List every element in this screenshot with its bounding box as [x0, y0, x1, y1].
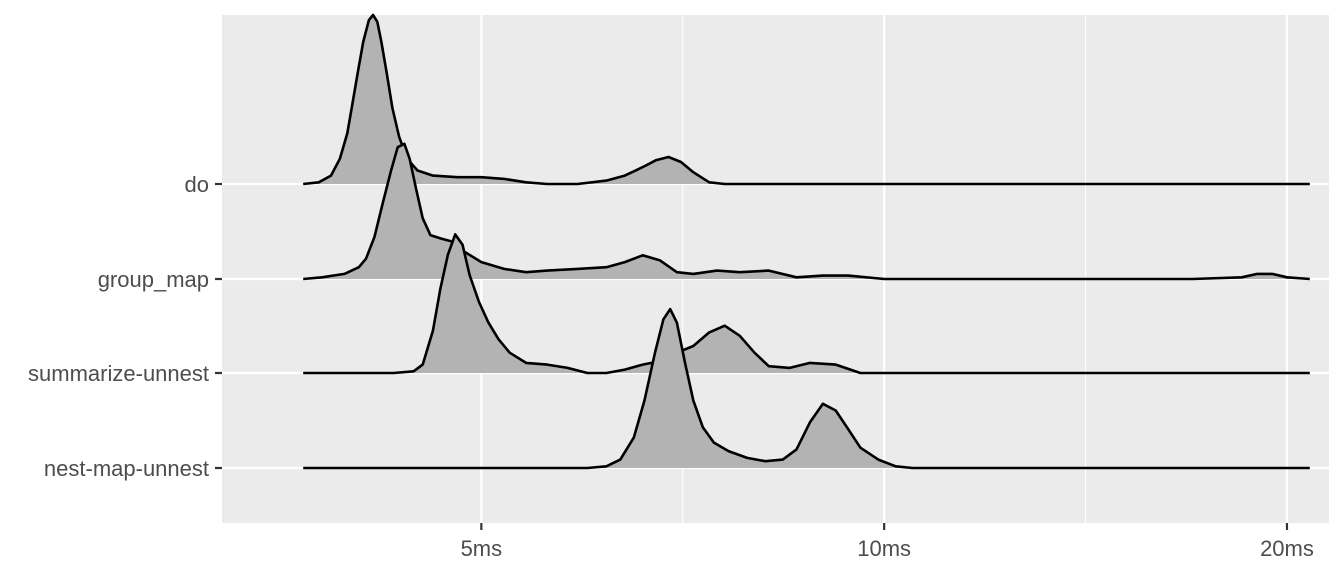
y-tick-label: do — [185, 172, 209, 197]
y-tick-label: group_map — [98, 267, 209, 292]
x-tick-label: 5ms — [461, 536, 503, 561]
ridge-fill-nest-map-unnest — [303, 309, 1310, 468]
y-tick-label: summarize-unnest — [28, 361, 209, 386]
ridge-fill-group_map — [303, 143, 1310, 279]
y-tick-label: nest-map-unnest — [44, 456, 209, 481]
x-tick-label: 20ms — [1260, 536, 1314, 561]
ridge-line-do — [303, 13, 1310, 186]
ridge-layer — [303, 13, 1310, 470]
y-axis: do group_map summarize-unnest nest-map-unne… — [28, 172, 222, 481]
ridge-line-nest-map-unnest — [303, 307, 1310, 470]
ridge-line-group_map — [303, 142, 1310, 281]
x-tick-label: 10ms — [857, 536, 911, 561]
x-axis: 5ms 10ms 20ms — [461, 523, 1314, 561]
ridge-line-summarize-unnest — [303, 233, 1310, 375]
